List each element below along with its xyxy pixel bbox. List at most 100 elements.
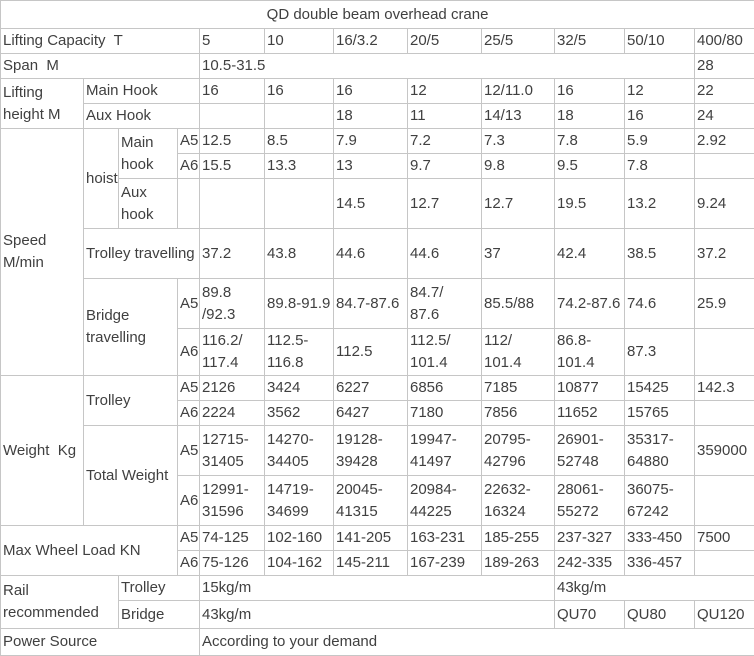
table-cell: 112.5/ 101.4 <box>408 329 482 376</box>
table-cell: 400/80 <box>695 29 754 54</box>
table-cell: 12 <box>408 79 482 104</box>
table-cell: 75-126 <box>200 551 265 576</box>
row-label: Speed M/min <box>1 129 84 376</box>
table-cell: 74.6 <box>625 279 695 329</box>
row-label: Span M <box>1 54 200 79</box>
table-cell <box>200 104 265 129</box>
table-cell: 14/13 <box>482 104 555 129</box>
table-cell: 37.2 <box>695 229 754 279</box>
table-cell: 167-239 <box>408 551 482 576</box>
table-cell: 112.5- 116.8 <box>265 329 334 376</box>
row-label: Max Wheel Load KN <box>1 526 178 576</box>
table-cell: 6427 <box>334 401 408 426</box>
table-cell: 14.5 <box>334 179 408 229</box>
table-cell: 74-125 <box>200 526 265 551</box>
table-cell: 6856 <box>408 376 482 401</box>
table-cell: 26901- 52748 <box>555 426 625 476</box>
table-cell: 189-263 <box>482 551 555 576</box>
grade-label: A6 <box>178 154 200 179</box>
grade-label: A5 <box>178 129 200 154</box>
table-cell: 86.8- 101.4 <box>555 329 625 376</box>
table-cell: 84.7/ 87.6 <box>408 279 482 329</box>
table-cell: 7.8 <box>555 129 625 154</box>
table-cell: 28 <box>695 54 754 79</box>
table-cell: 242-335 <box>555 551 625 576</box>
table-cell: 7500 <box>695 526 754 551</box>
table-cell <box>695 154 754 179</box>
table-cell: 16 <box>334 79 408 104</box>
table-cell: 84.7-87.6 <box>334 279 408 329</box>
table-cell: 12/11.0 <box>482 79 555 104</box>
table-cell: 10877 <box>555 376 625 401</box>
row-sublabel: Trolley travelling <box>84 229 200 279</box>
table-cell: 89.8-91.9 <box>265 279 334 329</box>
table-cell: 2224 <box>200 401 265 426</box>
table-cell: 3424 <box>265 376 334 401</box>
row-sublabel: Trolley <box>84 376 178 426</box>
grade-label: A5 <box>178 526 200 551</box>
row-label: Weight Kg <box>1 376 84 526</box>
table-cell: According to your demand <box>200 629 754 656</box>
table-cell: 19.5 <box>555 179 625 229</box>
table-cell: 11 <box>408 104 482 129</box>
row-label: Lifting height M <box>1 79 84 129</box>
table-cell: 5.9 <box>625 129 695 154</box>
table-cell: 142.3 <box>695 376 754 401</box>
row-label: Power Source <box>1 629 200 656</box>
grade-label: A6 <box>178 476 200 526</box>
table-cell: 16 <box>555 79 625 104</box>
table-cell: 145-211 <box>334 551 408 576</box>
table-cell: 37.2 <box>200 229 265 279</box>
table-cell: 7.2 <box>408 129 482 154</box>
table-cell: 16 <box>265 79 334 104</box>
table-cell: 12 <box>625 79 695 104</box>
table-cell: 19128- 39428 <box>334 426 408 476</box>
table-cell: 359000 <box>695 426 754 476</box>
grade-label: A5 <box>178 426 200 476</box>
table-cell: 25/5 <box>482 29 555 54</box>
table-cell: 116.2/ 117.4 <box>200 329 265 376</box>
table-cell <box>265 104 334 129</box>
table-cell: 50/10 <box>625 29 695 54</box>
table-cell: 38.5 <box>625 229 695 279</box>
table-cell: 43kg/m <box>200 601 555 629</box>
table-cell: 24 <box>695 104 754 129</box>
table-cell: 102-160 <box>265 526 334 551</box>
table-cell: 7185 <box>482 376 555 401</box>
row-sublabel: Total Weight <box>84 426 178 526</box>
table-cell: 87.3 <box>625 329 695 376</box>
row-sublabel: Trolley <box>119 576 200 601</box>
row-label: Lifting Capacity T <box>1 29 200 54</box>
row-label: Rail recommended <box>1 576 119 629</box>
table-cell: 141-205 <box>334 526 408 551</box>
row-sublabel: Main Hook <box>84 79 200 104</box>
table-cell: 18 <box>555 104 625 129</box>
grade-label: A6 <box>178 551 200 576</box>
row-sublabel: Bridge <box>119 601 200 629</box>
grade-label: A5 <box>178 279 200 329</box>
grade-label: A6 <box>178 401 200 426</box>
table-cell: QU70 <box>555 601 625 629</box>
table-cell: 16 <box>200 79 265 104</box>
table-cell: 12.7 <box>482 179 555 229</box>
table-cell: 20984- 44225 <box>408 476 482 526</box>
row-sublabel: Main hook <box>119 129 178 179</box>
table-cell <box>695 401 754 426</box>
table-row: QD double beam overhead crane <box>1 1 754 29</box>
table-cell: 7856 <box>482 401 555 426</box>
table-cell: 13.3 <box>265 154 334 179</box>
table-cell: 7.8 <box>625 154 695 179</box>
table-cell: 12.5 <box>200 129 265 154</box>
table-cell: 14270- 34405 <box>265 426 334 476</box>
